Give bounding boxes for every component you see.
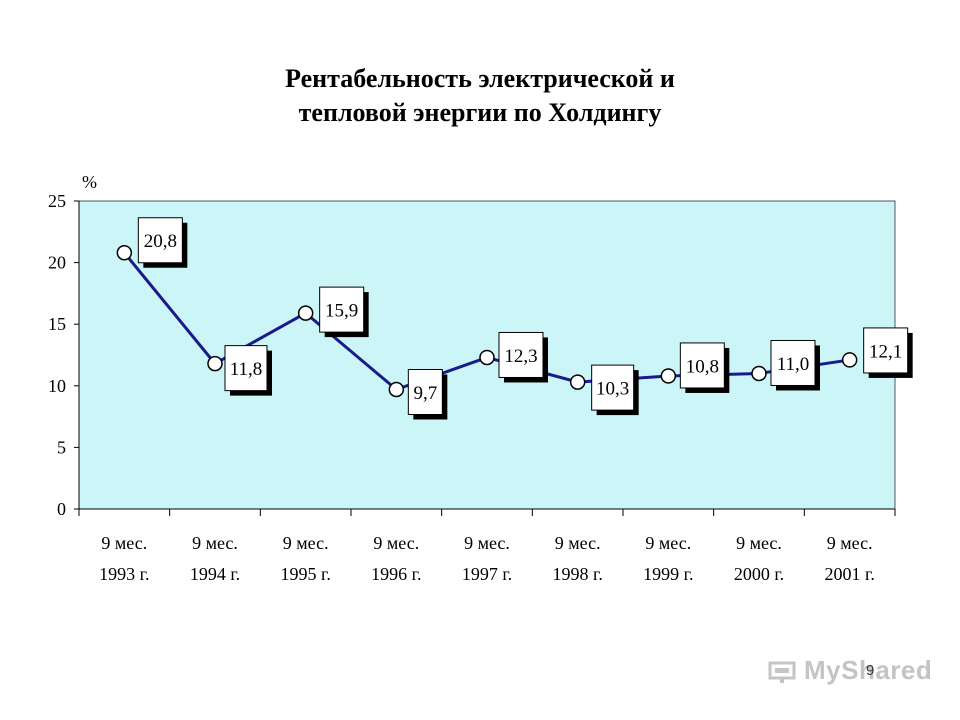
data-label-box bbox=[679, 342, 725, 389]
x-tick-label-line-1: 9 мес. bbox=[645, 533, 691, 553]
data-label: 20,8 bbox=[144, 231, 177, 252]
data-label: 11,8 bbox=[230, 359, 263, 380]
data-point bbox=[116, 244, 133, 261]
data-point bbox=[660, 368, 677, 384]
data-label-box bbox=[770, 339, 816, 386]
data-point bbox=[479, 349, 495, 366]
data-label: 12,1 bbox=[869, 341, 902, 362]
chart-title: Рентабельность электрической и тепловой … bbox=[130, 62, 830, 130]
data-label: 10,3 bbox=[596, 379, 629, 400]
x-tick-label-line-2: 1996 г. bbox=[371, 564, 421, 584]
data-label: 12,3 bbox=[504, 346, 537, 367]
data-point bbox=[569, 374, 586, 390]
page-number: 9 bbox=[866, 662, 875, 679]
y-tick-label: 0 bbox=[57, 499, 66, 519]
data-point bbox=[751, 365, 767, 382]
x-tick-label-line-2: 1998 г. bbox=[552, 564, 602, 584]
x-tick-label-line-1: 9 мес. bbox=[464, 533, 510, 553]
chart-title-line-1: Рентабельность электрической и bbox=[285, 64, 675, 93]
data-label: 10,8 bbox=[686, 356, 719, 377]
y-tick-label: 10 bbox=[48, 376, 66, 396]
x-tick-label-line-2: 2000 г. bbox=[734, 564, 784, 584]
data-point bbox=[841, 352, 858, 368]
data-label-box bbox=[137, 217, 183, 264]
x-tick-label-line-1: 9 мес. bbox=[101, 533, 147, 553]
data-point bbox=[207, 355, 223, 372]
watermark-text: MyShared bbox=[804, 655, 933, 685]
y-tick-label: 25 bbox=[48, 191, 66, 211]
x-tick-label-line-2: 1994 г. bbox=[190, 564, 240, 584]
y-tick-label: 20 bbox=[48, 253, 66, 273]
x-tick-label-line-2: 1993 г. bbox=[99, 564, 149, 584]
x-tick-label-line-2: 1995 г. bbox=[280, 564, 330, 584]
data-label: 11,0 bbox=[777, 354, 810, 375]
y-tick-label: 5 bbox=[57, 437, 66, 457]
chart-title-line-2: тепловой энергии по Холдингу bbox=[298, 98, 662, 127]
x-tick-label-line-1: 9 мес. bbox=[555, 533, 601, 553]
y-axis-label: % bbox=[82, 172, 97, 192]
data-label: 9,7 bbox=[413, 383, 437, 404]
x-tick-label-line-1: 9 мес. bbox=[192, 533, 238, 553]
x-tick-label-line-2: 1999 г. bbox=[643, 564, 693, 584]
x-tick-label-line-1: 9 мес. bbox=[283, 533, 329, 553]
data-point bbox=[297, 305, 314, 321]
data-label-box bbox=[591, 364, 635, 411]
y-tick-label: 15 bbox=[48, 314, 66, 334]
data-label-box bbox=[319, 286, 365, 333]
data-label-box bbox=[863, 327, 909, 374]
data-point bbox=[388, 381, 405, 398]
data-label: 15,9 bbox=[325, 301, 358, 322]
data-label-box bbox=[224, 345, 268, 392]
data-label-box bbox=[498, 331, 544, 378]
x-tick-label-line-2: 1997 г. bbox=[462, 564, 512, 584]
watermark-logo: MyShared bbox=[768, 655, 932, 686]
x-tick-label-line-1: 9 мес. bbox=[373, 533, 419, 553]
data-label-box bbox=[407, 368, 443, 415]
x-tick-label-line-2: 2001 г. bbox=[824, 564, 874, 584]
presentation-icon bbox=[768, 661, 796, 683]
x-tick-label-line-1: 9 мес. bbox=[827, 533, 873, 553]
x-tick-label-line-1: 9 мес. bbox=[736, 533, 782, 553]
